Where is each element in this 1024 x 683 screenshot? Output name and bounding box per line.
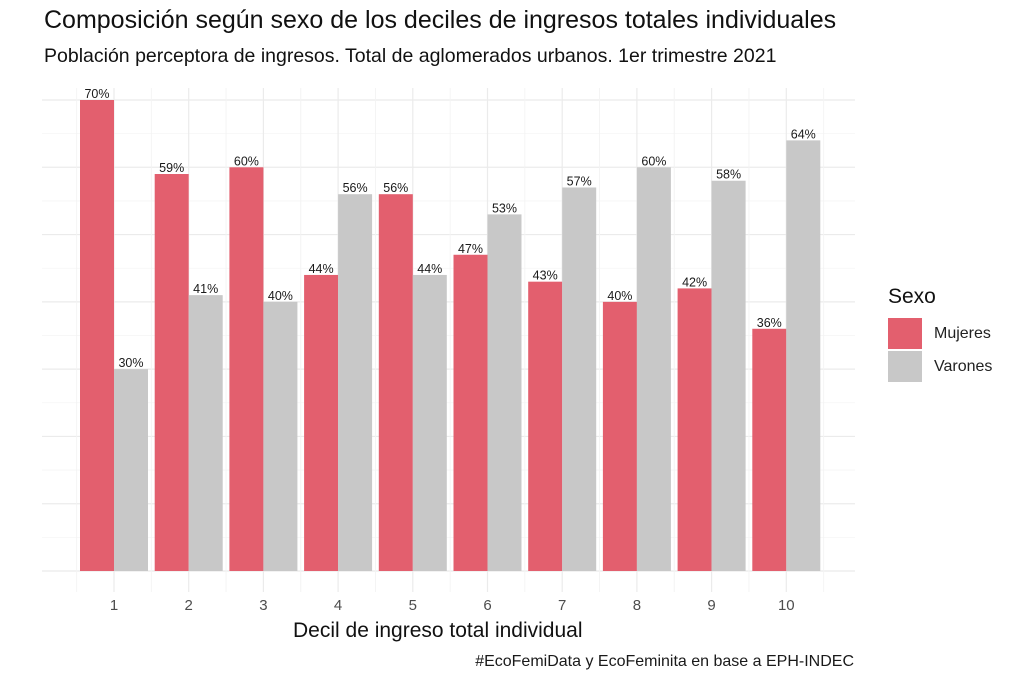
chart-title: Composición según sexo de los deciles de… bbox=[44, 6, 837, 34]
data-label: 57% bbox=[567, 174, 592, 188]
bar-varones-5 bbox=[412, 274, 447, 571]
data-label: 56% bbox=[383, 181, 408, 195]
legend-key-mujeres bbox=[888, 318, 922, 349]
bar-varones-1 bbox=[114, 369, 148, 571]
chart-subtitle: Población perceptora de ingresos. Total … bbox=[44, 45, 777, 67]
data-label: 40% bbox=[268, 289, 293, 303]
legend-label-mujeres: Mujeres bbox=[934, 324, 991, 342]
data-label: 60% bbox=[641, 154, 666, 168]
x-tick-label: 3 bbox=[259, 597, 267, 614]
legend-label-varones: Varones bbox=[934, 357, 993, 375]
x-tick-label: 9 bbox=[707, 597, 715, 614]
bar-mujeres-1 bbox=[80, 100, 114, 571]
x-tick-label: 1 bbox=[110, 597, 118, 614]
data-label: 43% bbox=[533, 269, 558, 283]
bar-mujeres-8 bbox=[602, 301, 637, 571]
x-tick-label: 6 bbox=[483, 597, 491, 614]
bar-mujeres-2 bbox=[154, 174, 189, 571]
data-label: 30% bbox=[118, 356, 143, 370]
data-labels: 70% 59% 60% 44% 56% 47% 43% 40% 42% 36% 30% 41% 40% 5… bbox=[84, 87, 815, 370]
bar-varones-3 bbox=[263, 301, 298, 571]
legend-title: Sexo bbox=[888, 285, 936, 308]
data-label: 70% bbox=[84, 87, 109, 101]
data-label: 56% bbox=[343, 181, 368, 195]
data-label: 59% bbox=[159, 161, 184, 175]
x-tick-label: 7 bbox=[558, 597, 566, 614]
bar-varones-7 bbox=[562, 187, 597, 571]
bar-mujeres-7 bbox=[528, 281, 563, 571]
legend: Sexo Mujeres Varones bbox=[888, 285, 992, 383]
x-tick-label: 8 bbox=[633, 597, 641, 614]
bar-mujeres-5 bbox=[378, 194, 413, 571]
data-label: 42% bbox=[682, 275, 707, 289]
bars bbox=[80, 100, 821, 572]
data-label: 41% bbox=[193, 282, 218, 296]
x-tick-label: 10 bbox=[778, 597, 795, 614]
bar-mujeres-4 bbox=[304, 274, 339, 571]
bar-mujeres-6 bbox=[453, 254, 488, 571]
data-label: 44% bbox=[309, 262, 334, 276]
x-tick-label: 4 bbox=[334, 597, 342, 614]
bar-varones-8 bbox=[636, 167, 671, 572]
bar-mujeres-10 bbox=[752, 328, 787, 571]
bar-mujeres-3 bbox=[229, 167, 264, 572]
x-tick-label: 2 bbox=[185, 597, 193, 614]
data-label: 47% bbox=[458, 242, 483, 256]
bar-varones-10 bbox=[786, 140, 821, 571]
data-label: 36% bbox=[757, 316, 782, 330]
legend-key-varones bbox=[888, 351, 922, 382]
x-tick-label: 5 bbox=[409, 597, 417, 614]
bar-varones-6 bbox=[487, 214, 522, 571]
chart-caption: #EcoFemiData y EcoFeminita en base a EPH… bbox=[475, 653, 854, 670]
data-label: 58% bbox=[716, 168, 741, 182]
legend-item-varones: Varones bbox=[888, 350, 992, 383]
data-label: 53% bbox=[492, 201, 517, 215]
x-axis-label: Decil de ingreso total individual bbox=[293, 619, 583, 642]
bar-varones-2 bbox=[188, 295, 223, 571]
bar-mujeres-9 bbox=[677, 288, 712, 571]
bar-varones-4 bbox=[338, 194, 373, 571]
data-label: 44% bbox=[417, 262, 442, 276]
data-label: 40% bbox=[607, 289, 632, 303]
x-tick-labels: 1 2 3 4 5 6 7 8 9 10 bbox=[110, 597, 795, 614]
bar-varones-9 bbox=[711, 180, 746, 571]
legend-item-mujeres: Mujeres bbox=[888, 317, 992, 350]
data-label: 60% bbox=[234, 154, 259, 168]
data-label: 64% bbox=[791, 127, 816, 141]
